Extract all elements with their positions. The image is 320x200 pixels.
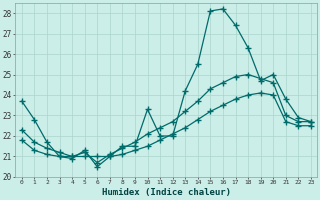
X-axis label: Humidex (Indice chaleur): Humidex (Indice chaleur)	[102, 188, 231, 197]
